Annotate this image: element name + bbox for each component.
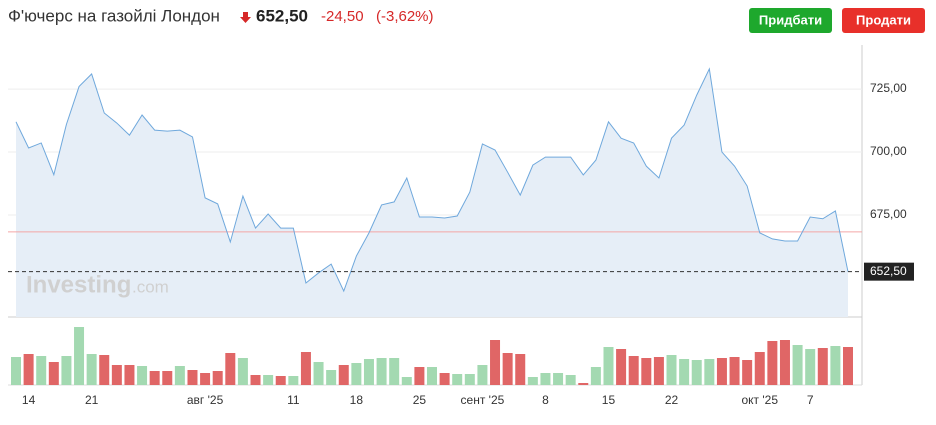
down-arrow [240, 12, 251, 23]
volume-bar [237, 358, 248, 385]
y-tick-label: 675,00 [870, 207, 907, 221]
x-tick-label: 7 [807, 393, 814, 407]
volume-bar [502, 353, 513, 385]
volume-bar [515, 354, 526, 385]
watermark-suffix: .com [132, 277, 169, 296]
volume-bar [23, 354, 34, 385]
volume-bar [225, 353, 236, 385]
volume-bar [263, 375, 274, 385]
x-tick-label: 22 [665, 393, 679, 407]
volume-bar [616, 349, 627, 385]
volume-bar [553, 373, 564, 385]
volume-bar [805, 349, 816, 385]
volume-bar [729, 357, 740, 385]
volume-bar [817, 348, 828, 385]
volume-bar [111, 365, 122, 385]
volume-bar [427, 367, 437, 385]
area [16, 68, 848, 317]
sell-label[interactable]: Продати [856, 12, 911, 27]
y-tick-label: 725,00 [870, 81, 907, 95]
x-tick-label: 21 [85, 393, 99, 407]
x-tick-label: 11 [287, 393, 300, 407]
x-tick-label: 18 [350, 393, 364, 407]
volume-bar [792, 345, 803, 385]
volume-bar [137, 366, 148, 385]
volume-bar [48, 362, 59, 385]
volume-bar [590, 367, 601, 385]
volume-bar [250, 375, 261, 385]
x-tick-label: сент '25 [461, 393, 505, 407]
change-percent: (-3,62%) [376, 8, 434, 25]
volume-bar [578, 383, 589, 385]
buy-label[interactable]: Придбати [759, 12, 822, 27]
volume-bar [74, 327, 85, 385]
volume-bar [288, 376, 299, 385]
volume-bar [439, 373, 450, 385]
volume-bar [742, 360, 753, 385]
volume-bar [300, 352, 311, 385]
buy-button[interactable] [749, 8, 832, 33]
volume-bar [452, 374, 463, 385]
x-tick-label: 14 [22, 393, 36, 407]
change: -24,50 [321, 8, 364, 25]
volume-bar [351, 363, 362, 385]
volume-bar [99, 355, 110, 385]
price: 652,50 [256, 6, 308, 25]
x-tick-label: 15 [602, 393, 616, 407]
volume-bar [389, 358, 400, 385]
volume-bar [843, 347, 853, 385]
watermark: Investing [26, 271, 131, 298]
volume-bar [11, 357, 21, 385]
volume-bar [174, 366, 185, 385]
volume-bar [679, 359, 690, 385]
volume-bar [376, 358, 387, 385]
volume-bar [275, 376, 286, 385]
volume-bar [716, 358, 727, 385]
volume-bar [565, 375, 576, 385]
volume-bar [754, 352, 765, 385]
volume-bar [124, 365, 135, 385]
volume-bar [326, 370, 337, 385]
volume-bar [363, 359, 374, 385]
volume-bar [527, 377, 538, 385]
x-tick-label: окт '25 [741, 393, 778, 407]
volume-bar [36, 356, 47, 385]
volume-bar [313, 362, 324, 385]
volume-bar [653, 357, 664, 385]
volume-bar [830, 346, 841, 385]
volume-bar [779, 340, 790, 385]
volume-bar [691, 360, 702, 385]
volume-bar [641, 358, 652, 385]
volume-bar [490, 340, 501, 385]
volume-bar [149, 371, 160, 385]
volume-bar [187, 370, 198, 385]
y-tick-label: 700,00 [870, 144, 907, 158]
volume-bar [666, 355, 677, 385]
volume-bar [414, 367, 425, 385]
volume-bar [704, 359, 715, 385]
volume-bar [212, 371, 223, 385]
volume-bar [401, 377, 412, 385]
volume-bar [540, 373, 551, 385]
volume-bar [767, 341, 778, 385]
price-line [15, 67, 849, 293]
x-tick-label: авг '25 [187, 393, 224, 407]
volume-bar [464, 374, 475, 385]
volume-bar [603, 347, 614, 385]
last-price-label: 652,50 [870, 264, 907, 278]
volume-bar [628, 356, 639, 385]
volume-bar [200, 373, 211, 385]
volume-bar [477, 365, 488, 385]
x-tick-label: 25 [413, 393, 427, 407]
last-price-box [864, 262, 914, 281]
volume-bar [86, 354, 97, 385]
volume-bar [162, 371, 173, 385]
title: Ф'ючерс на газойлі Лондон [8, 6, 220, 25]
sell-button[interactable] [842, 8, 925, 33]
volume-bar [61, 356, 72, 385]
volume-bar [338, 365, 349, 385]
x-tick-label: 8 [542, 393, 549, 407]
